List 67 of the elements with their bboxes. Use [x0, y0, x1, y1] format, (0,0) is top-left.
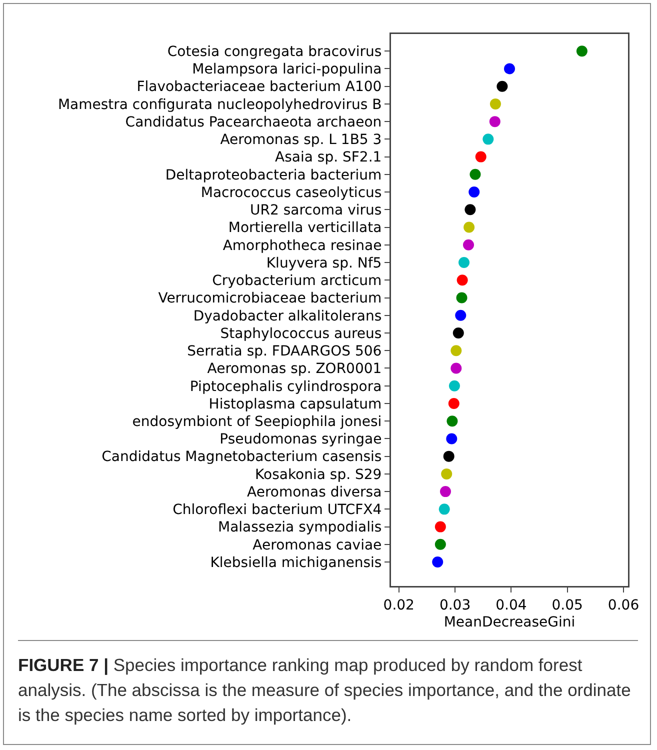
- y-tick-label: Deltaproteobacteria bacterium: [165, 167, 382, 184]
- y-tick-label: Candidatus Magnetobacterium casensis: [102, 449, 382, 466]
- point: [434, 521, 446, 532]
- point: [456, 274, 468, 286]
- y-tick-label: Chloroflexi bacterium UTCFX4: [172, 502, 382, 518]
- point: [440, 486, 451, 498]
- point: [470, 168, 481, 180]
- y-tick-label: Aeromonas sp. L 1B5 3: [220, 132, 382, 148]
- point: [475, 151, 486, 162]
- y-tick-label: Pseudomonas syringae: [220, 432, 382, 448]
- point: [452, 327, 464, 338]
- caption: FIGURE 7 | Species importance ranking map produced by random forest analysis. (The abscissa is the measure of species importance, and the ordinate is the species name sorted by importance).: [18, 655, 631, 725]
- point: [464, 222, 475, 233]
- y-tick-label: Flavobacteriaceae bacterium A100: [136, 79, 382, 96]
- y-tick-label: Aeromonas sp. ZOR0001: [207, 361, 382, 378]
- point: [504, 63, 515, 74]
- point: [455, 310, 466, 321]
- y-tick-label: Aeromonas caviae: [252, 537, 382, 554]
- y-tick-label: Histoplasma capsulatum: [208, 396, 382, 412]
- point: [464, 204, 476, 216]
- y-tick-label: Mortierella verticillata: [228, 220, 382, 236]
- point: [438, 504, 450, 515]
- point: [450, 345, 462, 356]
- point: [482, 134, 494, 145]
- y-tick-label: Cryobacterium arcticum: [212, 273, 382, 290]
- point: [496, 80, 508, 92]
- y-tick-label: Klebsiella michiganensis: [210, 554, 382, 571]
- x-tick-label: 0.05: [552, 597, 583, 614]
- y-tick-label: Mamestra configurata nucleopolyhedrovirus B: [58, 96, 382, 113]
- point: [458, 257, 470, 268]
- y-tick-label: Macrococcus caseolyticus: [200, 184, 382, 201]
- point: [446, 416, 458, 427]
- y-tick-label: Candidatus Pacearchaeota archaeon: [125, 114, 382, 130]
- point: [576, 46, 588, 57]
- point: [446, 433, 458, 444]
- y-tick-label: Cotesia congregata bracovirus: [167, 44, 382, 60]
- x-tick-label: 0.02: [383, 597, 414, 614]
- x-tick-label: 0.06: [608, 597, 640, 614]
- y-tick-label: Asaia sp. SF2.1: [275, 150, 382, 166]
- point: [468, 186, 480, 198]
- y-tick-label: Dyadobacter alkalitolerans: [193, 308, 382, 324]
- point: [456, 292, 468, 304]
- y-tick-label: Aeromonas diversa: [247, 484, 382, 500]
- y-tick-label: Serratia sp. FDAARGOS 506: [187, 344, 382, 360]
- point: [489, 116, 500, 128]
- point: [432, 556, 444, 568]
- point: [441, 468, 452, 480]
- point: [490, 98, 501, 110]
- y-tick-label: Staphylococcus aureus: [220, 326, 382, 342]
- point: [448, 380, 460, 392]
- point: [463, 239, 474, 250]
- y-tick-label: Melampsora larici-populina: [192, 62, 382, 78]
- y-tick-label: Verrucomicrobiaceae bacterium: [158, 290, 382, 307]
- x-axis-title: MeanDecreaseGini: [444, 614, 576, 630]
- y-tick-label: endosymbiont of Seepiophila jonesi: [132, 414, 382, 430]
- point: [434, 538, 446, 550]
- y-tick-label: Amorphotheca resinae: [222, 238, 382, 254]
- y-tick-label: Malassezia sympodialis: [218, 520, 382, 536]
- x-tick-label: 0.03: [439, 597, 471, 614]
- y-tick-label: Kosakonia sp. S29: [255, 466, 382, 483]
- point: [443, 450, 454, 462]
- y-tick-label: Piptocephalis cylindrospora: [190, 378, 382, 395]
- point: [448, 398, 460, 409]
- x-tick-label: 0.04: [496, 597, 527, 614]
- y-tick-label: UR2 sarcoma virus: [250, 202, 382, 219]
- y-tick-label: Kluyvera sp. Nf5: [266, 255, 382, 272]
- point: [450, 362, 462, 374]
